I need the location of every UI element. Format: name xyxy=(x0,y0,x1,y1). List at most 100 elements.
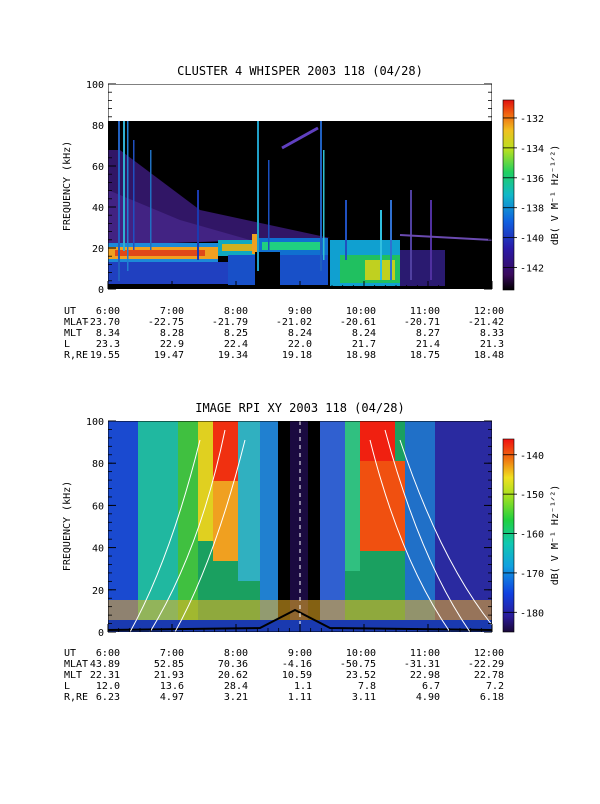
ephemeris-table: UT 6:00 7:00 8:00 9:00 10:00 11:00 12:00 MLAT 43.… xyxy=(64,648,504,703)
ephemeris-row-label: L xyxy=(64,339,70,350)
y-tick-label: 80 xyxy=(92,121,104,132)
y-tick-label: 40 xyxy=(92,544,104,555)
ephemeris-cell: 21.4 xyxy=(416,339,440,350)
ephemeris-cell: 6.23 xyxy=(96,692,120,703)
colorbar: -140 -150 -160 -170 -180 dB( V M⁻¹ Hz⁻¹ᐟ²) xyxy=(502,438,561,633)
ephemeris-cell: 52.85 xyxy=(154,659,184,670)
ephemeris-cell: 3.11 xyxy=(352,692,376,703)
ephemeris-cell: 22.31 xyxy=(90,670,120,681)
y-axis-label: FREQUENCY (kHz) xyxy=(62,481,73,571)
ephemeris-cell: 8.34 xyxy=(96,328,120,339)
x-axis xyxy=(107,624,493,632)
ephemeris-cell: 3.21 xyxy=(224,692,248,703)
colorbar-tick-label: -138 xyxy=(520,204,544,215)
ephemeris-cell: -23.70 xyxy=(84,317,120,328)
ephemeris-cell: 8:00 xyxy=(224,648,248,659)
ephemeris-cell: 8.33 xyxy=(480,328,504,339)
y-tick-label: 20 xyxy=(92,244,104,255)
ephemeris-row-label: UT xyxy=(64,306,76,317)
ephemeris-cell: 8.24 xyxy=(288,328,312,339)
ephemeris-cell: 8:00 xyxy=(224,306,248,317)
ephemeris-cell: -4.16 xyxy=(282,659,312,670)
ephemeris-row-label: R,RE xyxy=(64,692,88,703)
ephemeris-cell: 6:00 xyxy=(96,648,120,659)
colorbar-label: dB( V M⁻¹ Hz⁻¹ᐟ²) xyxy=(550,145,561,246)
chart-title: CLUSTER 4 WHISPER 2003 118 (04/28) xyxy=(177,64,423,78)
y-tick-label: 100 xyxy=(86,80,104,91)
x-axis xyxy=(107,281,493,289)
ephemeris-table: UT 6:00 7:00 8:00 9:00 10:00 11:00 12:00 MLAT-23… xyxy=(64,306,504,361)
ephemeris-cell: 70.36 xyxy=(218,659,248,670)
ephemeris-cell: 28.4 xyxy=(224,681,248,692)
colorbar-tick-label: -134 xyxy=(520,144,544,155)
y-axis: 0 20 40 60 80 100 xyxy=(86,80,492,296)
ephemeris-cell: 1.11 xyxy=(288,692,312,703)
ephemeris-cell: 6.7 xyxy=(422,681,440,692)
ephemeris-cell: -20.71 xyxy=(404,317,440,328)
colorbar-ticks: -132 -134 -136 -138 -140 -142 xyxy=(503,114,544,275)
ephemeris-cell: 21.3 xyxy=(480,339,504,350)
ephemeris-cell: 22.98 xyxy=(410,670,440,681)
ephemeris-cell: -21.42 xyxy=(468,317,504,328)
y-tick-label: 40 xyxy=(92,203,104,214)
ephemeris-cell: 12:00 xyxy=(474,306,504,317)
ephemeris-cell: 12:00 xyxy=(474,648,504,659)
colorbar-tick-label: -142 xyxy=(520,264,544,275)
ephemeris-cell: -31.31 xyxy=(404,659,440,670)
ephemeris-cell: 9:00 xyxy=(288,648,312,659)
ephemeris-row-label: MLT xyxy=(64,328,82,339)
ephemeris-row-label: UT xyxy=(64,648,76,659)
ephemeris-cell: 8.25 xyxy=(224,328,248,339)
ephemeris-row-label: MLT xyxy=(64,670,82,681)
colorbar-tick-label: -150 xyxy=(520,490,544,501)
ephemeris-cell: 21.93 xyxy=(154,670,184,681)
ephemeris-cell: 18.48 xyxy=(474,350,504,361)
ephemeris-cell: -50.75 xyxy=(340,659,376,670)
panel-cluster-whisper: CLUSTER 4 WHISPER 2003 118 (04/28) xyxy=(62,64,561,361)
ephemeris-cell: 13.6 xyxy=(160,681,184,692)
ephemeris-cell: 19.18 xyxy=(282,350,312,361)
spectrogram-area xyxy=(108,421,492,632)
y-tick-label: 0 xyxy=(98,628,104,639)
ephemeris-cell: 18.75 xyxy=(410,350,440,361)
ephemeris-row-label: MLAT xyxy=(64,659,88,670)
colorbar-tick-label: -132 xyxy=(520,114,544,125)
panel-image-rpi: IMAGE RPI XY 2003 118 (04/28) xyxy=(62,401,561,703)
ephemeris-cell: 9:00 xyxy=(288,306,312,317)
ephemeris-cell: 7:00 xyxy=(160,306,184,317)
ephemeris-cell: 18.98 xyxy=(346,350,376,361)
y-tick-label: 60 xyxy=(92,162,104,173)
ephemeris-cell: 6.18 xyxy=(480,692,504,703)
ephemeris-cell: 6:00 xyxy=(96,306,120,317)
y-tick-label: 0 xyxy=(98,285,104,296)
ephemeris-cell: -20.61 xyxy=(340,317,376,328)
y-tick-label: 60 xyxy=(92,501,104,512)
spectrogram-features xyxy=(108,421,492,632)
ephemeris-cell: -21.79 xyxy=(212,317,248,328)
colorbar: -132 -134 -136 -138 -140 -142 dB( V M⁻¹ Hz⁻¹ᐟ… xyxy=(502,99,561,291)
ephemeris-cell: 4.97 xyxy=(160,692,184,703)
colorbar-tick-label: -140 xyxy=(520,234,544,245)
colorbar-label: dB( V M⁻¹ Hz⁻¹ᐟ²) xyxy=(550,485,561,586)
colorbar-tick-label: -170 xyxy=(520,569,544,580)
colorbar-ticks: -140 -150 -160 -170 -180 xyxy=(503,451,544,619)
ephemeris-cell: 23.52 xyxy=(346,670,376,681)
colorbar-tick-label: -180 xyxy=(520,608,544,619)
colorbar-tick-label: -140 xyxy=(520,451,544,462)
colorbar-tick-label: -136 xyxy=(520,174,544,185)
ephemeris-cell: 22.0 xyxy=(288,339,312,350)
ephemeris-cell: 8.28 xyxy=(160,328,184,339)
ephemeris-row-label: R,RE xyxy=(64,350,88,361)
colorbar-tick-label: -160 xyxy=(520,530,544,541)
ephemeris-cell: -21.02 xyxy=(276,317,312,328)
ephemeris-cell: 23.3 xyxy=(96,339,120,350)
ephemeris-cell: 7.8 xyxy=(358,681,376,692)
ephemeris-cell: 10:00 xyxy=(346,648,376,659)
ephemeris-cell: 19.55 xyxy=(90,350,120,361)
ephemeris-row-label: MLAT xyxy=(64,317,88,328)
spectrogram-area xyxy=(108,84,492,289)
ephemeris-cell: 20.62 xyxy=(218,670,248,681)
y-axis: 0 20 40 60 80 100 xyxy=(86,417,492,639)
colorbar-gradient xyxy=(502,438,515,633)
